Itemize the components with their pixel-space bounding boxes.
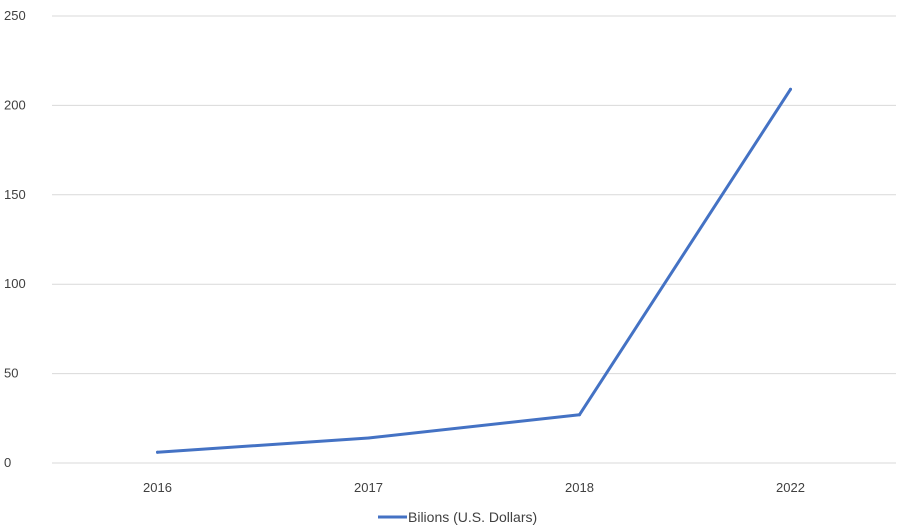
- data-point: [367, 436, 370, 440]
- data-point: [578, 413, 581, 417]
- y-tick-label: 100: [4, 276, 26, 291]
- legend-label: Bilions (U.S. Dollars): [408, 509, 537, 525]
- y-tick-label: 0: [4, 455, 11, 470]
- y-tick-label: 150: [4, 187, 26, 202]
- data-point: [156, 450, 159, 454]
- x-axis-ticks: 2016 2017 2018 2022: [143, 480, 805, 495]
- y-tick-label: 200: [4, 97, 26, 112]
- series-line-0: [156, 87, 792, 454]
- y-axis-ticks: 0 50 100 150 200 250: [4, 8, 26, 470]
- y-tick-label: 50: [4, 366, 18, 381]
- x-tick-label: 2017: [354, 480, 383, 495]
- legend: Bilions (U.S. Dollars): [378, 509, 537, 525]
- x-tick-label: 2022: [776, 480, 805, 495]
- y-tick-label: 250: [4, 8, 26, 23]
- x-tick-label: 2018: [565, 480, 594, 495]
- series-layer: [156, 87, 792, 454]
- gridlines: [52, 15, 896, 375]
- data-point: [789, 87, 792, 91]
- x-tick-label: 2016: [143, 480, 172, 495]
